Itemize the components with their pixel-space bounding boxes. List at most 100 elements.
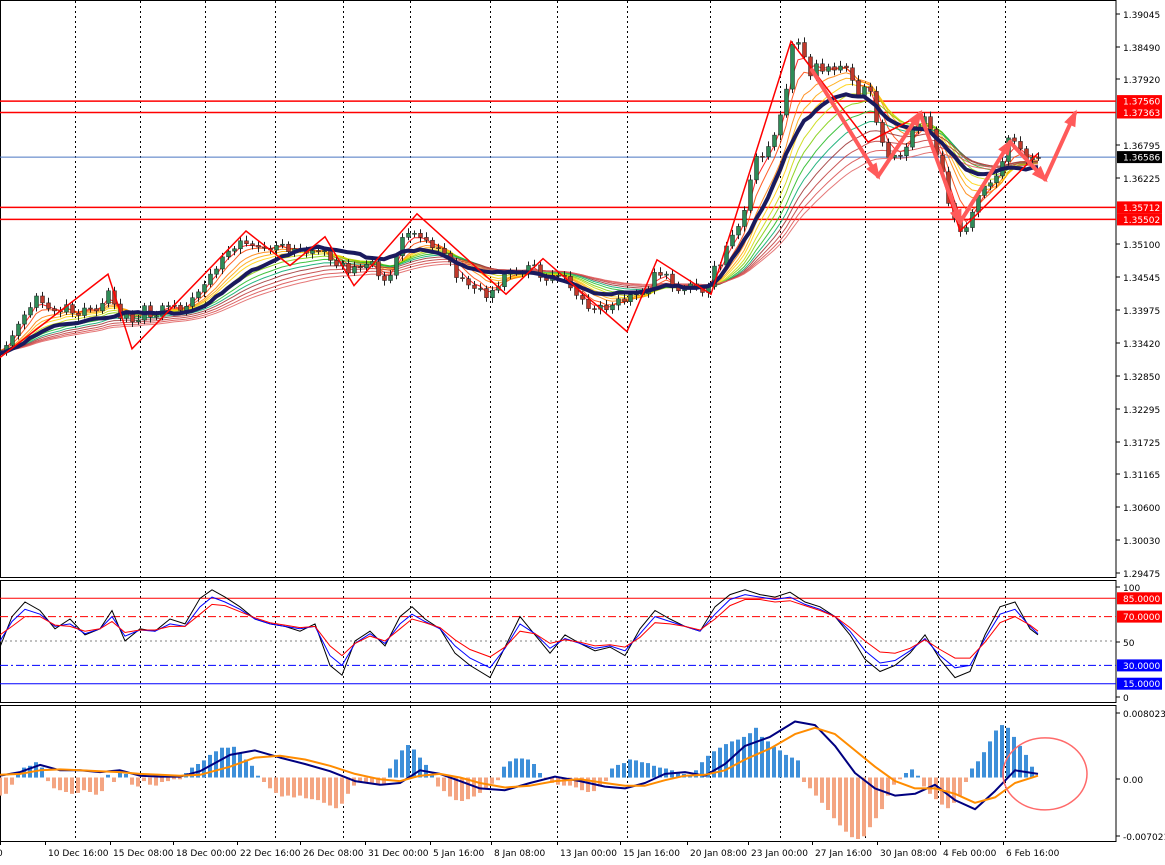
macd-histogram-bar xyxy=(916,775,920,778)
macd-histogram-bar xyxy=(166,777,170,782)
macd-histogram-bar xyxy=(448,777,452,797)
macd-histogram-bar xyxy=(988,741,992,778)
macd-histogram-bar xyxy=(652,765,656,778)
macd-histogram-bar xyxy=(400,750,404,778)
macd-histogram-bar xyxy=(568,777,572,786)
time-tick-label: 8 Jan 08:00 xyxy=(494,849,546,859)
macd-histogram-bar xyxy=(604,777,608,782)
macd-histogram-bar xyxy=(142,777,146,782)
oscillator-panel[interactable] xyxy=(0,589,1116,685)
macd-histogram-bar xyxy=(802,777,806,782)
macd-main-line xyxy=(0,720,1039,811)
macd-histogram-bar xyxy=(736,739,740,778)
price-level-badge-label: 1.37560 xyxy=(1123,98,1160,108)
price-tick-label: 1.33975 xyxy=(1123,307,1160,317)
macd-histogram-bar xyxy=(532,764,536,778)
candle-body xyxy=(928,116,933,130)
macd-histogram-bar xyxy=(124,773,128,778)
time-tick-label: 27 Jan 16:00 xyxy=(815,849,872,859)
macd-histogram-bar xyxy=(982,752,986,778)
macd-histogram-bar xyxy=(580,777,584,791)
candle-body xyxy=(286,243,291,252)
candle-body xyxy=(358,266,363,269)
macd-histogram-bar xyxy=(406,745,410,778)
macd-histogram-bar xyxy=(220,747,224,778)
candle-body xyxy=(52,308,57,312)
time-tick-label: 26 Dec 08:00 xyxy=(303,849,364,859)
macd-histogram-bar xyxy=(364,777,368,782)
price-tick-label: 1.39045 xyxy=(1123,11,1160,21)
macd-histogram-bar xyxy=(490,777,494,784)
macd-histogram-bar xyxy=(886,777,890,796)
forecast-arrow-head xyxy=(1064,109,1077,128)
macd-histogram-bar xyxy=(550,777,554,783)
slow-moving-average-line xyxy=(0,92,1039,356)
macd-histogram-bar xyxy=(178,777,182,780)
candle-body xyxy=(664,273,669,276)
candle-body xyxy=(622,298,627,302)
macd-histogram-bar xyxy=(4,777,8,794)
price-level-badge xyxy=(1117,213,1162,226)
macd-histogram-bar xyxy=(538,773,542,778)
price-level-badge-label: 1.36586 xyxy=(1123,154,1160,164)
forecast-arrow-segment xyxy=(918,111,962,225)
macd-histogram-bar xyxy=(250,765,254,778)
oscillator-level-badge xyxy=(1117,610,1162,623)
candle-body xyxy=(442,248,447,254)
macd-histogram-bar xyxy=(1012,736,1016,778)
price-tick-label: 1.29475 xyxy=(1123,570,1160,580)
candle-body xyxy=(40,295,45,304)
candle-body xyxy=(484,288,489,298)
oscillator-level-badge xyxy=(1117,677,1162,690)
macd-histogram-bar xyxy=(958,777,962,796)
candle-body xyxy=(394,255,399,276)
time-tick-label: 5 Jan 16:00 xyxy=(433,849,485,859)
price-panel[interactable] xyxy=(0,37,1116,359)
price-axis: 1.39045 1.38490 1.37920 1.36795 1.36225 1.351… xyxy=(1116,0,1165,861)
macd-panel[interactable] xyxy=(0,720,1088,840)
macd-histogram-bar xyxy=(298,777,302,796)
oscillator-line xyxy=(0,594,1039,669)
macd-histogram-bar xyxy=(10,777,14,785)
candle-body xyxy=(610,304,615,311)
candle-body xyxy=(16,323,21,336)
macd-histogram-bar xyxy=(334,777,338,809)
candle-body xyxy=(328,250,333,261)
candle-body xyxy=(412,233,417,235)
time-tick-label: 30 Jan 08:00 xyxy=(880,849,937,859)
price-tick-label: 1.34545 xyxy=(1123,274,1160,284)
macd-histogram-bar xyxy=(130,777,134,785)
candle-body xyxy=(334,260,339,266)
candle-body xyxy=(988,182,993,187)
candle-body xyxy=(274,245,279,251)
macd-histogram-bar xyxy=(562,777,566,786)
macd-histogram-bar xyxy=(754,727,758,778)
candle-body xyxy=(232,248,237,252)
macd-histogram-bar xyxy=(850,777,854,838)
candle-body xyxy=(790,44,795,90)
macd-histogram-bar xyxy=(100,777,104,792)
candle-body xyxy=(346,262,351,274)
candle-body xyxy=(250,243,255,246)
candle-body xyxy=(208,273,213,285)
candle-body xyxy=(100,303,105,312)
macd-histogram-bar xyxy=(772,746,776,778)
macd-histogram-bar xyxy=(292,777,296,798)
macd-histogram-bar xyxy=(412,749,416,778)
highlight-ellipse xyxy=(1002,737,1088,811)
candle-body xyxy=(592,308,597,310)
macd-histogram-bar xyxy=(460,777,464,801)
macd-histogram-bar xyxy=(154,777,158,786)
macd-histogram-bar xyxy=(442,777,446,792)
macd-histogram-bar xyxy=(766,741,770,778)
price-level-badge xyxy=(1117,151,1162,164)
macd-tick-label: 0.0080237 xyxy=(1123,710,1165,720)
oscillator-tick-label: 0 xyxy=(1123,694,1129,704)
macd-histogram-bar xyxy=(52,777,56,789)
candle-body xyxy=(472,284,477,289)
candle-body xyxy=(868,86,873,92)
macd-histogram-bar xyxy=(928,777,932,794)
macd-histogram-bar xyxy=(676,772,680,778)
